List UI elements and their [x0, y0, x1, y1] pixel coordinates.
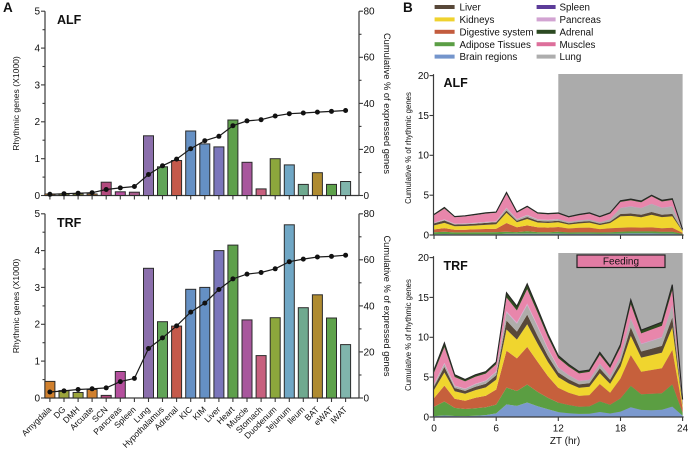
- svg-text:3: 3: [34, 283, 40, 294]
- svg-text:24: 24: [677, 424, 689, 435]
- svg-text:20: 20: [418, 71, 430, 82]
- svg-text:Feeding: Feeding: [603, 257, 639, 268]
- svg-text:Cumulative % of expressed gene: Cumulative % of expressed genes: [382, 235, 392, 376]
- svg-text:4: 4: [34, 246, 40, 257]
- svg-text:12: 12: [553, 424, 565, 435]
- svg-text:20: 20: [364, 145, 376, 156]
- svg-text:Cumulative % of rhythmic genes: Cumulative % of rhythmic genes: [404, 279, 413, 391]
- svg-text:Rhythmic genes (X1000): Rhythmic genes (X1000): [11, 56, 21, 151]
- svg-text:0: 0: [431, 424, 437, 435]
- svg-text:ALF: ALF: [444, 76, 469, 90]
- svg-text:A: A: [3, 0, 13, 15]
- svg-text:0: 0: [364, 191, 370, 202]
- svg-text:TRF: TRF: [57, 216, 82, 230]
- svg-text:5: 5: [34, 209, 40, 220]
- svg-text:0: 0: [34, 191, 40, 202]
- svg-text:Kidneys: Kidneys: [460, 15, 495, 26]
- svg-text:2: 2: [34, 320, 40, 331]
- svg-text:1: 1: [34, 154, 40, 165]
- svg-text:Cumulative % of expressed gene: Cumulative % of expressed genes: [382, 33, 392, 174]
- svg-text:20: 20: [418, 253, 430, 264]
- svg-text:80: 80: [364, 209, 376, 220]
- svg-text:40: 40: [364, 301, 376, 312]
- svg-text:0: 0: [423, 412, 429, 423]
- svg-text:60: 60: [364, 255, 376, 266]
- svg-text:TRF: TRF: [444, 259, 469, 273]
- svg-text:Adrenal: Adrenal: [560, 27, 594, 38]
- svg-text:Adipose Tissues: Adipose Tissues: [460, 40, 531, 51]
- svg-text:20: 20: [364, 347, 376, 358]
- svg-text:0: 0: [423, 230, 429, 241]
- svg-text:Muscles: Muscles: [560, 40, 596, 51]
- svg-text:Rhythmic genes (X1000): Rhythmic genes (X1000): [11, 259, 21, 354]
- svg-text:ALF: ALF: [57, 13, 82, 27]
- svg-text:15: 15: [418, 111, 430, 122]
- svg-text:5: 5: [423, 191, 429, 202]
- svg-text:2: 2: [34, 117, 40, 128]
- svg-text:ZT (hr): ZT (hr): [550, 436, 580, 447]
- svg-text:5: 5: [423, 373, 429, 384]
- svg-text:Cumulative % of rhythmic genes: Cumulative % of rhythmic genes: [404, 92, 413, 204]
- svg-text:15: 15: [418, 293, 430, 304]
- svg-text:40: 40: [364, 99, 376, 110]
- svg-text:Lung: Lung: [560, 52, 582, 63]
- svg-text:Spleen: Spleen: [560, 3, 591, 14]
- svg-text:Brain regions: Brain regions: [460, 52, 518, 63]
- svg-text:0: 0: [34, 393, 40, 404]
- svg-text:10: 10: [418, 151, 430, 162]
- svg-text:Pancreas: Pancreas: [560, 15, 601, 26]
- svg-text:80: 80: [364, 7, 376, 18]
- svg-text:3: 3: [34, 80, 40, 91]
- svg-text:Liver: Liver: [460, 3, 482, 14]
- svg-text:10: 10: [418, 333, 430, 344]
- svg-text:6: 6: [493, 424, 499, 435]
- svg-text:5: 5: [34, 7, 40, 18]
- svg-text:0: 0: [364, 393, 370, 404]
- svg-text:1: 1: [34, 357, 40, 368]
- svg-text:Digestive system: Digestive system: [460, 27, 534, 38]
- svg-text:4: 4: [34, 44, 40, 55]
- svg-text:B: B: [403, 0, 413, 15]
- svg-text:60: 60: [364, 53, 376, 64]
- svg-text:18: 18: [615, 424, 627, 435]
